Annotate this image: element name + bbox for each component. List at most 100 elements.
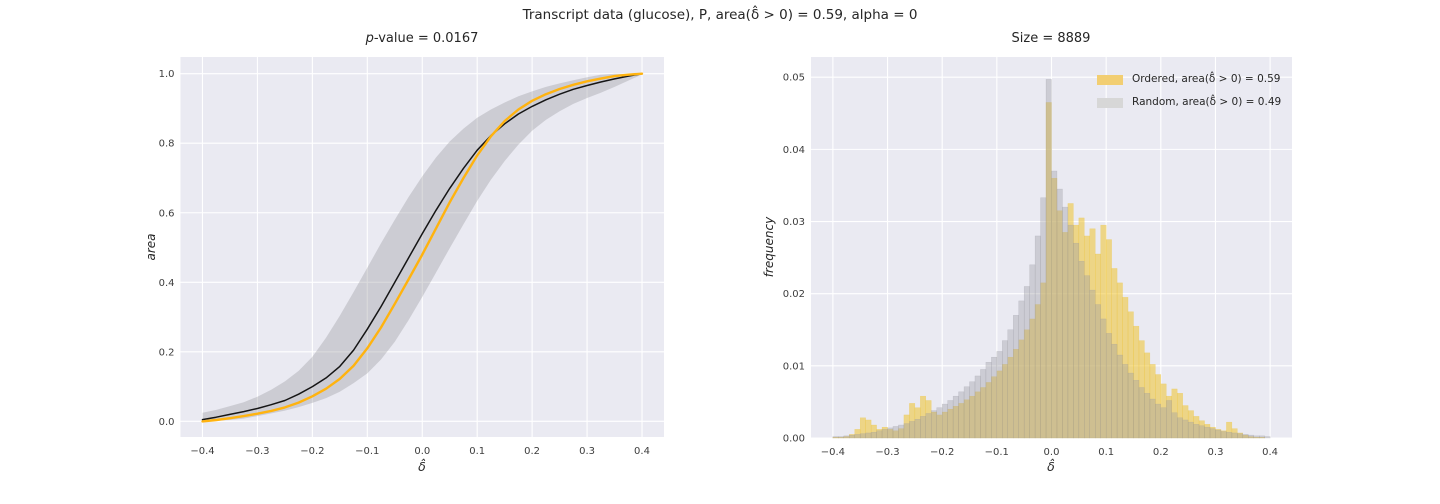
- histogram-bar: [1056, 188, 1063, 439]
- histogram-bar: [1237, 433, 1244, 439]
- x-tick-label: −0.3: [245, 446, 269, 457]
- figure-title: Transcript data (glucose), P, area(δ̂ > …: [522, 7, 918, 23]
- random-swatch-icon: [1097, 97, 1123, 108]
- y-tick-label: 0.01: [783, 361, 805, 372]
- histogram-bar: [892, 426, 899, 439]
- histogram-bar: [1198, 425, 1205, 439]
- histogram-bar: [1155, 403, 1162, 439]
- histogram-bar: [1215, 429, 1222, 439]
- x-tick-label: 0.1: [469, 446, 485, 457]
- gridlines: [180, 57, 664, 437]
- histogram-plot-canvas: −0.4 −0.3 −0.2 −0.1 0.0 0.1 0.2 0.3 0.4 0.00 0.01 0…: [783, 57, 1292, 458]
- histogram-bar: [1040, 197, 1047, 439]
- histogram-bar: [1013, 315, 1019, 439]
- histogram-bar: [854, 434, 861, 439]
- histogram-bar: [1084, 275, 1090, 439]
- x-tick-label: 0.4: [1262, 447, 1278, 458]
- ordered-swatch-icon: [1097, 74, 1123, 85]
- left-x-axis-label: δ̂: [418, 459, 426, 474]
- histogram-bar: [903, 423, 910, 439]
- y-tick-label: 0.6: [159, 208, 175, 219]
- histogram-bar: [1045, 79, 1052, 439]
- histogram-bar: [974, 375, 981, 439]
- histogram-bar: [963, 386, 970, 439]
- histogram-bar: [1067, 224, 1074, 439]
- histogram-bar: [1259, 437, 1265, 439]
- y-tick-label: 0.0: [159, 417, 175, 428]
- histogram-bar: [838, 436, 845, 439]
- histogram-bar: [1144, 393, 1151, 439]
- histogram-bar: [843, 435, 850, 439]
- histogram-bar: [876, 430, 883, 439]
- x-tick-label: 0.4: [634, 446, 650, 457]
- histogram-bar: [958, 391, 965, 439]
- histogram-bar: [1002, 340, 1008, 439]
- histogram-bar: [859, 433, 866, 439]
- histogram-bar: [920, 416, 926, 439]
- histogram-bar: [1062, 206, 1069, 439]
- histogram-bar: [1122, 364, 1129, 439]
- y-tick-label: 0.03: [783, 217, 805, 228]
- histogram-bar: [1248, 434, 1254, 439]
- histogram-bar: [996, 351, 1003, 439]
- x-tick-label: −0.4: [821, 447, 845, 458]
- histogram-bar: [1187, 421, 1194, 439]
- y-tick-label: 0.8: [159, 139, 175, 150]
- y-tick-label: 0.04: [783, 145, 805, 156]
- histogram-bar: [887, 427, 894, 439]
- histogram-bar: [1073, 242, 1080, 439]
- histogram-bar: [991, 356, 998, 439]
- histogram-bar: [1007, 329, 1014, 439]
- histogram-bar: [952, 395, 959, 439]
- legend-item-ordered: Ordered, area(δ̂ > 0) = 0.59: [1097, 72, 1281, 87]
- histogram-bar: [1034, 235, 1041, 439]
- histogram-bar: [1177, 417, 1183, 439]
- histogram-bar: [925, 413, 932, 439]
- histogram-bar: [909, 421, 916, 439]
- histogram-bar: [1220, 431, 1227, 439]
- y-tick-label: 0.4: [159, 278, 175, 289]
- histogram-bar: [1193, 424, 1200, 439]
- histogram-bar: [1029, 264, 1036, 439]
- x-tick-label: −0.2: [300, 446, 324, 457]
- x-tick-label: −0.1: [355, 446, 379, 457]
- histogram-bar: [1166, 400, 1172, 439]
- y-tick-label: 0.02: [783, 289, 805, 300]
- histogram-bar: [881, 429, 888, 439]
- y-tick-label: 0.05: [783, 73, 805, 84]
- histogram-bar: [1259, 435, 1265, 439]
- histogram-bar: [1242, 434, 1249, 439]
- right-x-axis-label: δ̂: [1047, 459, 1055, 474]
- x-tick-label: 0.0: [414, 446, 430, 457]
- histogram-bar: [1089, 289, 1096, 439]
- right-y-axis-label: frequency: [762, 216, 776, 278]
- histogram-bar: [1138, 387, 1145, 439]
- y-tick-label: 0.2: [159, 347, 175, 358]
- histogram-bar: [914, 419, 921, 439]
- histogram-bar: [1171, 412, 1178, 439]
- x-tick-label: 0.3: [579, 446, 595, 457]
- y-tick-label: 1.0: [159, 69, 175, 80]
- histogram-legend: Ordered, area(δ̂ > 0) = 0.59 Random, are…: [1097, 72, 1281, 118]
- histogram-bar: [1160, 407, 1167, 439]
- left-plot-title-rest: -value = 0.0167: [373, 31, 479, 46]
- left-plot-title: p-value = 0.0167: [272, 31, 572, 46]
- histogram-bar: [1116, 354, 1123, 439]
- ordered-bars: [832, 102, 1265, 439]
- histogram-bar: [1105, 333, 1112, 439]
- histogram-bar: [985, 362, 992, 439]
- histogram-bar: [832, 436, 839, 439]
- histogram-bar: [898, 424, 905, 439]
- histogram-bar: [969, 381, 976, 439]
- x-tick-label: −0.1: [985, 447, 1009, 458]
- legend-label-ordered: Ordered, area(δ̂ > 0) = 0.59: [1132, 73, 1281, 85]
- x-tick-label: −0.2: [930, 447, 954, 458]
- ordered-curve: [201, 72, 644, 423]
- histogram-bar: [941, 403, 948, 439]
- histogram-bar: [849, 434, 855, 439]
- tick-labels: −0.4 −0.3 −0.2 −0.1 0.0 0.1 0.2 0.3 0.4 0.0 0.2 0.4…: [159, 69, 650, 457]
- x-tick-label: 0.2: [524, 446, 540, 457]
- histogram-bar: [1051, 170, 1058, 439]
- confidence-band: [202, 73, 642, 421]
